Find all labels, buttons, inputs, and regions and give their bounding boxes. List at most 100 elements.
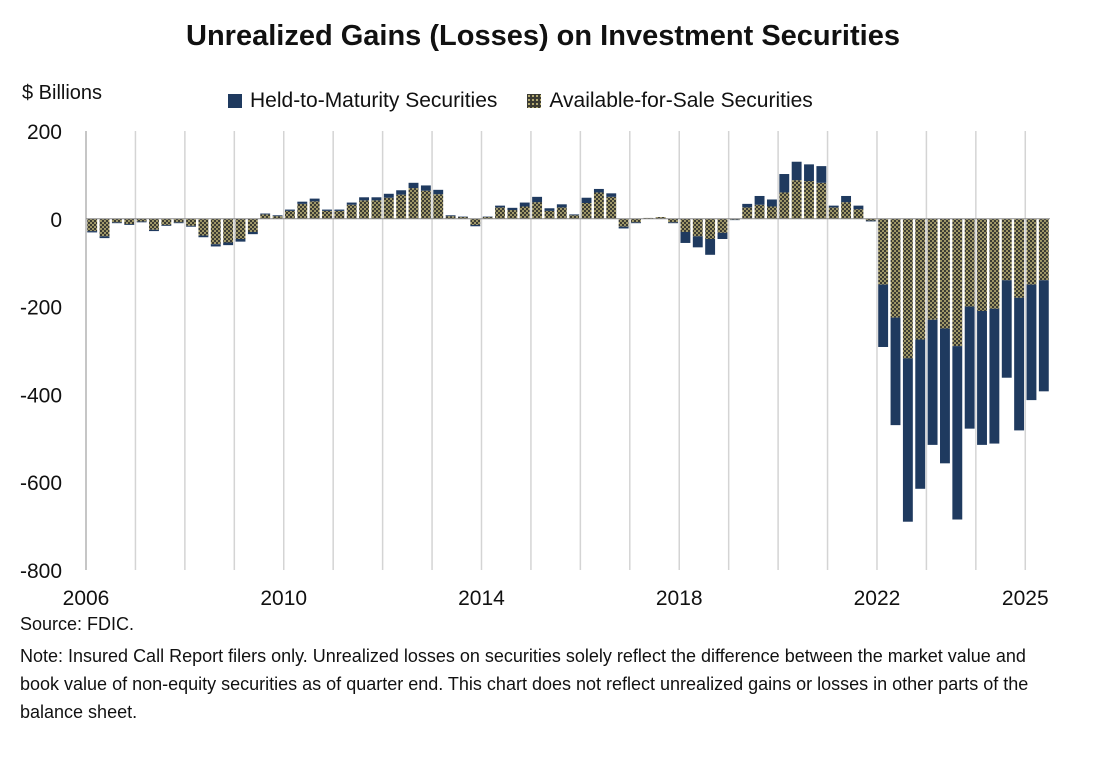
htm-bar: [927, 319, 938, 445]
htm-bar: [569, 214, 580, 216]
htm-bar: [532, 196, 543, 203]
htm-bar: [433, 189, 444, 195]
htm-bar: [631, 222, 641, 224]
afs-bar: [519, 206, 530, 219]
x-tick-label: 2014: [458, 587, 505, 610]
htm-bar: [692, 236, 703, 248]
afs-bar: [853, 209, 864, 219]
htm-bar: [99, 236, 110, 239]
htm-bar: [865, 220, 876, 222]
htm-bar: [766, 199, 777, 207]
afs-bar: [420, 190, 431, 219]
afs-bar: [297, 203, 308, 219]
afs-bar: [816, 182, 827, 219]
htm-bar: [606, 193, 617, 197]
y-axis-label: $ Billions: [22, 82, 103, 104]
htm-bar: [284, 209, 295, 211]
afs-bar: [717, 218, 728, 233]
afs-bar: [581, 202, 592, 219]
htm-bar: [717, 232, 728, 239]
htm-bar: [742, 203, 753, 208]
afs-bar: [186, 218, 196, 226]
afs-bar: [482, 217, 493, 219]
afs-bar: [606, 196, 617, 219]
afs-bar: [692, 218, 703, 237]
afs-bar: [173, 218, 184, 223]
afs-bar: [668, 218, 678, 223]
afs-bar: [445, 216, 456, 219]
htm-bar: [816, 166, 827, 183]
htm-bar: [359, 197, 370, 201]
afs-bar: [260, 214, 271, 219]
y-tick-label: 0: [50, 209, 62, 232]
htm-bar: [593, 188, 604, 193]
htm-bar: [1014, 297, 1025, 431]
htm-bar: [322, 209, 332, 211]
afs-bar: [408, 188, 419, 219]
htm-bar: [235, 238, 246, 242]
afs-bar: [989, 218, 1000, 309]
x-tick-label: 2018: [656, 587, 703, 610]
afs-bar: [383, 197, 394, 219]
afs-bar: [161, 218, 172, 225]
htm-bar: [420, 185, 431, 191]
afs-bar: [964, 218, 975, 307]
gridlines: [134, 131, 1027, 570]
htm-bar: [346, 202, 357, 205]
chart-title: Unrealized Gains (Losses) on Investment …: [186, 20, 900, 52]
afs-bar: [569, 215, 580, 219]
htm-bar: [495, 205, 505, 208]
afs-bar: [124, 218, 135, 225]
htm-bar: [977, 310, 987, 445]
htm-bar: [519, 202, 530, 207]
htm-bar: [828, 205, 839, 208]
htm-bar: [668, 222, 678, 224]
legend-label-htm: Held-to-Maturity Securities: [250, 89, 498, 112]
htm-bar: [705, 238, 716, 255]
y-tick-label: -600: [20, 472, 62, 495]
afs-bar: [754, 204, 765, 219]
afs-bar: [334, 210, 345, 219]
htm-bar: [1038, 280, 1049, 392]
htm-bar: [1026, 284, 1037, 401]
htm-bar: [149, 229, 159, 232]
afs-bar: [655, 217, 666, 219]
afs-bar: [1001, 218, 1012, 281]
footnote: Note: Insured Call Report filers only. U…: [20, 646, 1029, 722]
afs-bar: [210, 218, 221, 245]
afs-bar: [865, 218, 876, 221]
htm-bar: [272, 215, 283, 217]
afs-bar: [371, 200, 382, 219]
y-tick-label: -400: [20, 384, 62, 407]
afs-bar: [890, 218, 901, 318]
afs-bar: [346, 204, 357, 219]
afs-bar: [544, 210, 555, 219]
afs-bar: [742, 207, 753, 219]
htm-bar: [680, 231, 691, 243]
afs-bar: [779, 192, 790, 219]
afs-bar: [1038, 218, 1049, 281]
legend: Held-to-Maturity Securities Available-fo…: [228, 89, 843, 113]
htm-bar: [989, 308, 1000, 444]
htm-bar: [878, 284, 889, 347]
htm-bar: [618, 226, 629, 229]
afs-bar: [791, 180, 802, 219]
afs-bar: [458, 217, 468, 219]
afs-bar: [198, 218, 209, 236]
htm-bar: [915, 339, 926, 489]
afs-bar: [593, 192, 604, 219]
afs-bar: [247, 218, 258, 232]
afs-bar: [309, 201, 320, 219]
afs-bar: [1014, 218, 1025, 298]
htm-bar: [952, 346, 963, 520]
legend-swatch-htm: [228, 94, 242, 108]
x-tick-label: 2025: [1002, 587, 1049, 610]
htm-bar: [396, 190, 407, 195]
afs-bar: [927, 218, 938, 320]
htm-bar: [111, 222, 122, 224]
htm-bar: [779, 174, 790, 193]
afs-bar: [915, 218, 926, 340]
axes: [85, 131, 1050, 570]
